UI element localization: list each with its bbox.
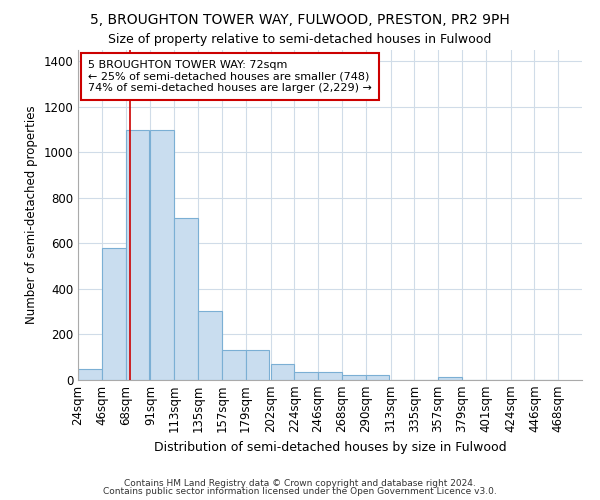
Text: Contains HM Land Registry data © Crown copyright and database right 2024.: Contains HM Land Registry data © Crown c… [124,478,476,488]
Bar [78,368,102,380]
Text: Size of property relative to semi-detached houses in Fulwood: Size of property relative to semi-detach… [109,32,491,46]
Bar [295,372,318,380]
Text: 5, BROUGHTON TOWER WAY, FULWOOD, PRESTON, PR2 9PH: 5, BROUGHTON TOWER WAY, FULWOOD, PRESTON… [90,12,510,26]
Text: Contains public sector information licensed under the Open Government Licence v3: Contains public sector information licen… [103,487,497,496]
Bar [174,218,198,380]
Y-axis label: Number of semi-detached properties: Number of semi-detached properties [25,106,38,324]
Bar [318,372,342,380]
Bar [198,310,222,380]
Bar [245,350,269,380]
Bar [342,376,365,380]
Bar [365,376,389,380]
X-axis label: Distribution of semi-detached houses by size in Fulwood: Distribution of semi-detached houses by … [154,441,506,454]
Text: 5 BROUGHTON TOWER WAY: 72sqm
← 25% of semi-detached houses are smaller (748)
74%: 5 BROUGHTON TOWER WAY: 72sqm ← 25% of se… [88,60,372,93]
Bar [151,130,174,380]
Bar [222,350,245,380]
Bar [271,364,295,380]
Bar [102,248,125,380]
Bar [125,130,149,380]
Bar [438,376,462,380]
